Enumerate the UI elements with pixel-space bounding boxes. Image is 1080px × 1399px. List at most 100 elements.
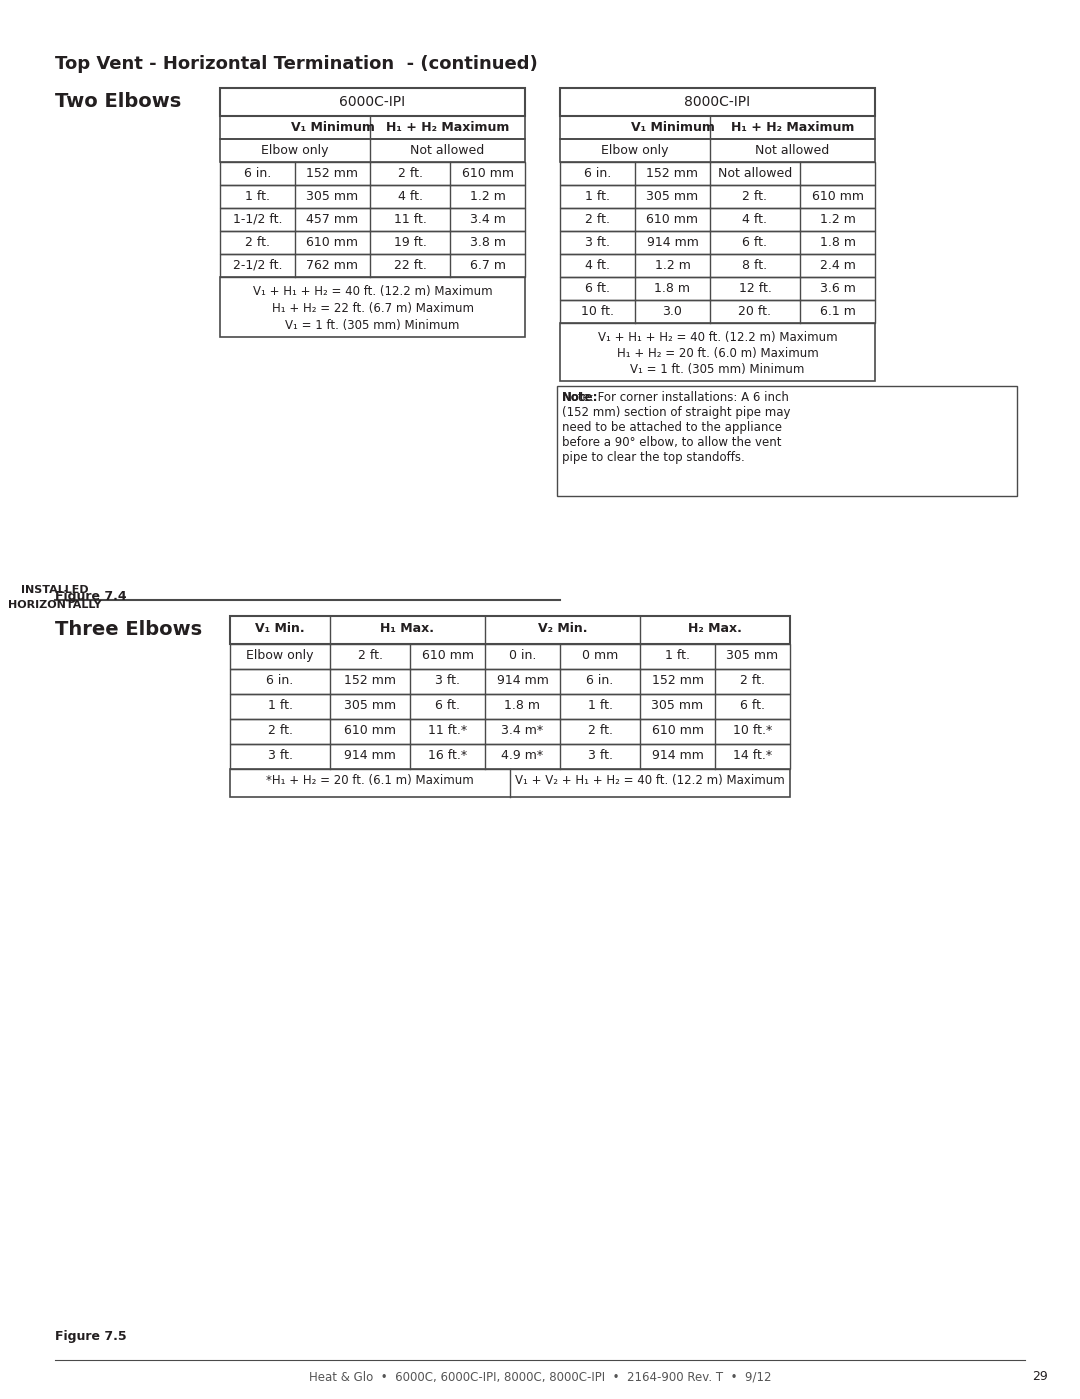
Text: 6 in.: 6 in. xyxy=(244,166,271,180)
Bar xyxy=(220,88,525,116)
Bar xyxy=(230,644,789,669)
Text: 914 mm: 914 mm xyxy=(497,674,549,687)
Text: H₂ Max.: H₂ Max. xyxy=(688,623,742,635)
Text: 3.8 m: 3.8 m xyxy=(470,236,505,249)
Text: 914 mm: 914 mm xyxy=(651,748,703,762)
Text: Figure 7.5: Figure 7.5 xyxy=(55,1330,126,1343)
Text: 6 ft.: 6 ft. xyxy=(435,700,460,712)
Text: 4 ft.: 4 ft. xyxy=(743,213,768,227)
Text: V₁ = 1 ft. (305 mm) Minimum: V₁ = 1 ft. (305 mm) Minimum xyxy=(285,319,460,332)
Bar xyxy=(561,116,875,139)
Text: 152 mm: 152 mm xyxy=(651,674,703,687)
Text: 6 ft.: 6 ft. xyxy=(585,283,610,295)
Text: V₁ = 1 ft. (305 mm) Minimum: V₁ = 1 ft. (305 mm) Minimum xyxy=(631,362,805,376)
Bar xyxy=(220,162,525,185)
Text: 152 mm: 152 mm xyxy=(307,166,359,180)
Text: 2 ft.: 2 ft. xyxy=(588,725,612,737)
Text: 610 mm: 610 mm xyxy=(647,213,699,227)
Text: 1 ft.: 1 ft. xyxy=(585,190,610,203)
Text: 2 ft.: 2 ft. xyxy=(743,190,768,203)
Text: H₁ + H₂ Maximum: H₁ + H₂ Maximum xyxy=(386,120,509,134)
Bar xyxy=(561,139,875,162)
Bar xyxy=(561,88,875,116)
Text: 1.8 m: 1.8 m xyxy=(820,236,855,249)
Text: 6 in.: 6 in. xyxy=(584,166,611,180)
Text: 305 mm: 305 mm xyxy=(307,190,359,203)
Text: 3.4 m*: 3.4 m* xyxy=(501,725,543,737)
Text: HORIZONTALLY: HORIZONTALLY xyxy=(9,600,102,610)
Text: 914 mm: 914 mm xyxy=(345,748,396,762)
Text: 3 ft.: 3 ft. xyxy=(435,674,460,687)
Text: 4.9 m*: 4.9 m* xyxy=(501,748,543,762)
Text: 12 ft.: 12 ft. xyxy=(739,283,771,295)
Bar xyxy=(220,231,525,255)
Text: 610 mm: 610 mm xyxy=(421,649,473,662)
Text: H₁ Max.: H₁ Max. xyxy=(380,623,434,635)
Text: 610 mm: 610 mm xyxy=(307,236,359,249)
Text: 6.7 m: 6.7 m xyxy=(470,259,505,271)
Text: V₁ + H₁ + H₂ = 40 ft. (12.2 m) Maximum: V₁ + H₁ + H₂ = 40 ft. (12.2 m) Maximum xyxy=(253,285,492,298)
Text: 1 ft.: 1 ft. xyxy=(268,700,293,712)
Text: 3.0: 3.0 xyxy=(662,305,683,318)
Text: Top Vent - Horizontal Termination  - (continued): Top Vent - Horizontal Termination - (con… xyxy=(55,55,538,73)
Bar xyxy=(220,185,525,208)
Text: 1.8 m: 1.8 m xyxy=(654,283,690,295)
Text: 22 ft.: 22 ft. xyxy=(393,259,427,271)
Text: 2 ft.: 2 ft. xyxy=(740,674,765,687)
Text: 19 ft.: 19 ft. xyxy=(393,236,427,249)
Text: V₁ + H₁ + H₂ = 40 ft. (12.2 m) Maximum: V₁ + H₁ + H₂ = 40 ft. (12.2 m) Maximum xyxy=(597,332,837,344)
Bar xyxy=(561,299,875,323)
Text: 8 ft.: 8 ft. xyxy=(742,259,768,271)
Text: 305 mm: 305 mm xyxy=(651,700,703,712)
Bar xyxy=(561,231,875,255)
Text: 305 mm: 305 mm xyxy=(647,190,699,203)
Text: 2.4 m: 2.4 m xyxy=(820,259,855,271)
Text: 10 ft.: 10 ft. xyxy=(581,305,615,318)
Text: H₁ + H₂ Maximum: H₁ + H₂ Maximum xyxy=(731,120,854,134)
Text: 610 mm: 610 mm xyxy=(651,725,703,737)
Text: 3 ft.: 3 ft. xyxy=(585,236,610,249)
Text: Not allowed: Not allowed xyxy=(755,144,829,157)
Bar xyxy=(230,616,789,644)
Text: V₁ + V₂ + H₁ + H₂ = 40 ft. (12.2 m) Maximum: V₁ + V₂ + H₁ + H₂ = 40 ft. (12.2 m) Maxi… xyxy=(515,774,785,788)
Text: 16 ft.*: 16 ft.* xyxy=(428,748,467,762)
Text: 610 mm: 610 mm xyxy=(461,166,513,180)
Bar xyxy=(230,719,789,744)
Bar xyxy=(220,255,525,277)
Text: V₁ Minimum: V₁ Minimum xyxy=(291,120,375,134)
Text: Elbow only: Elbow only xyxy=(602,144,669,157)
Text: Elbow only: Elbow only xyxy=(261,144,328,157)
Text: Three Elbows: Three Elbows xyxy=(55,620,202,639)
Text: 914 mm: 914 mm xyxy=(647,236,699,249)
Text: Heat & Glo  •  6000C, 6000C-IPI, 8000C, 8000C-IPI  •  2164-900 Rev. T  •  9/12: Heat & Glo • 6000C, 6000C-IPI, 8000C, 80… xyxy=(309,1370,771,1384)
Text: 152 mm: 152 mm xyxy=(647,166,699,180)
Bar xyxy=(220,116,525,139)
Text: 0 in.: 0 in. xyxy=(509,649,536,662)
Text: 305 mm: 305 mm xyxy=(343,700,396,712)
Text: Elbow only: Elbow only xyxy=(246,649,314,662)
Text: 1.2 m: 1.2 m xyxy=(470,190,505,203)
Text: 1 ft.: 1 ft. xyxy=(665,649,690,662)
Text: 3.4 m: 3.4 m xyxy=(470,213,505,227)
Bar xyxy=(230,669,789,694)
Text: 2-1/2 ft.: 2-1/2 ft. xyxy=(233,259,282,271)
Bar xyxy=(561,208,875,231)
Text: 3 ft.: 3 ft. xyxy=(268,748,293,762)
Text: 3.6 m: 3.6 m xyxy=(820,283,855,295)
Text: 1.2 m: 1.2 m xyxy=(654,259,690,271)
Text: 11 ft.*: 11 ft.* xyxy=(428,725,467,737)
Bar xyxy=(230,769,789,797)
Text: 610 mm: 610 mm xyxy=(345,725,396,737)
Text: 10 ft.*: 10 ft.* xyxy=(733,725,772,737)
Bar xyxy=(230,694,789,719)
Text: Not allowed: Not allowed xyxy=(410,144,485,157)
Text: 29: 29 xyxy=(1032,1370,1048,1384)
Text: 152 mm: 152 mm xyxy=(345,674,396,687)
Text: 1 ft.: 1 ft. xyxy=(245,190,270,203)
Text: 3 ft.: 3 ft. xyxy=(588,748,612,762)
Bar xyxy=(561,162,875,185)
Bar xyxy=(220,277,525,337)
Text: 2 ft.: 2 ft. xyxy=(397,166,422,180)
Text: V₁ Minimum: V₁ Minimum xyxy=(631,120,715,134)
Bar xyxy=(561,323,875,381)
